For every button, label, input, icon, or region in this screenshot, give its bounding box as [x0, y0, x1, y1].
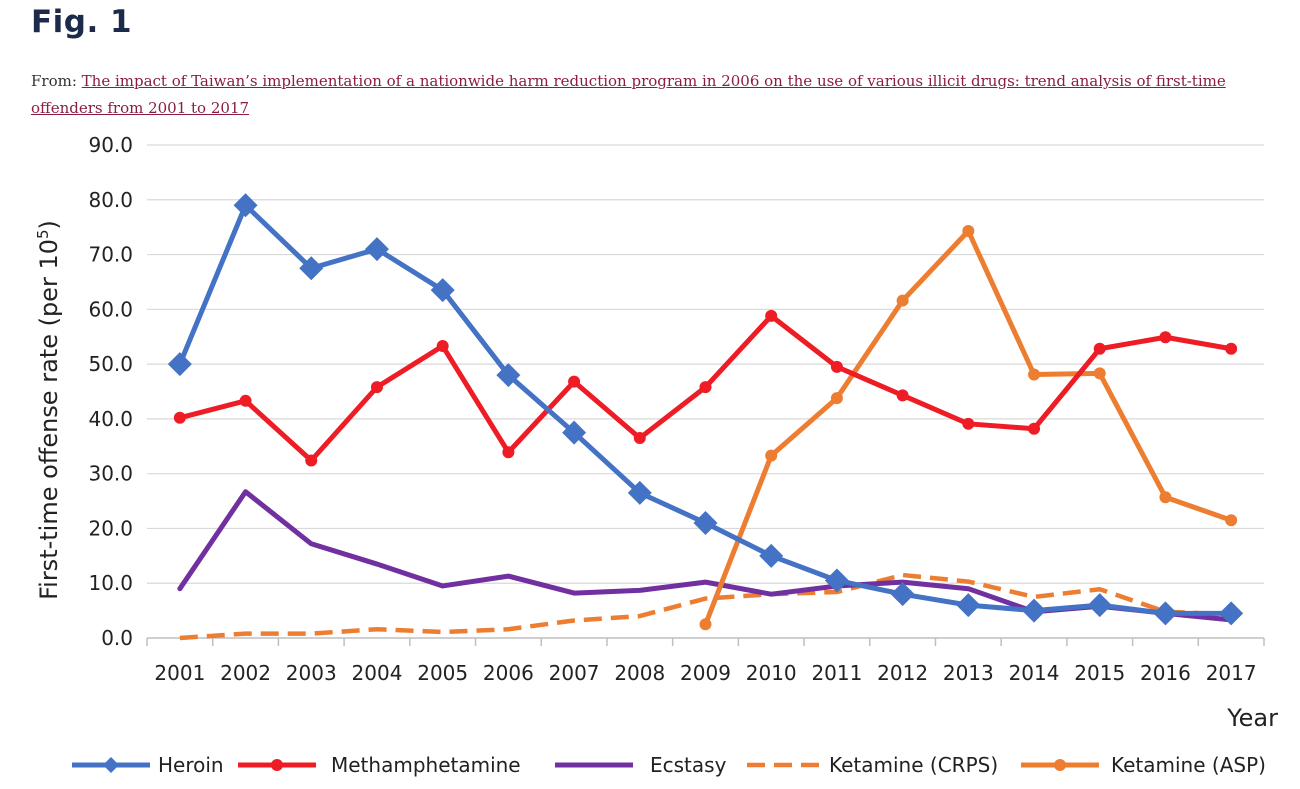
- data-point: [765, 309, 778, 322]
- data-point: [430, 278, 455, 303]
- x-tick-label: 2001: [154, 661, 205, 685]
- data-point: [1093, 342, 1106, 355]
- y-tick-label: 90.0: [88, 133, 133, 157]
- x-tick-label: 2017: [1206, 661, 1257, 685]
- data-point: [1153, 601, 1178, 626]
- x-tick-label: 2014: [1009, 661, 1060, 685]
- y-tick-label: 30.0: [88, 462, 133, 486]
- legend-marker: [1054, 759, 1066, 771]
- data-point: [765, 449, 778, 462]
- gridlines: [147, 144, 1264, 584]
- data-point: [1028, 368, 1041, 381]
- legend-item: Ketamine (CRPS): [747, 753, 998, 777]
- x-tick-label: 2011: [811, 661, 862, 685]
- data-point: [1225, 514, 1238, 527]
- figure-title: Fig. 1: [31, 4, 133, 40]
- data-point: [830, 360, 843, 373]
- legend-item: Heroin: [72, 753, 224, 777]
- data-point: [1159, 491, 1172, 504]
- data-point: [1022, 598, 1047, 623]
- y-tick-label: 10.0: [88, 571, 133, 595]
- data-point: [890, 582, 915, 607]
- legend-label: Heroin: [158, 753, 224, 777]
- y-tick-label: 20.0: [88, 516, 133, 540]
- x-tick-label: 2013: [943, 661, 994, 685]
- data-point: [699, 381, 712, 394]
- x-tick-label: 2012: [877, 661, 928, 685]
- legend-item: Ketamine (ASP): [1021, 753, 1266, 777]
- data-point: [239, 394, 252, 407]
- axes: 0.0 10.0 20.0 30.0 40.0 50.0 60.0 70.0 80.0 90.0 2…: [88, 133, 1265, 685]
- legend-marker: [271, 759, 283, 771]
- data-point: [1225, 342, 1238, 355]
- series-ketamine-asp: [699, 225, 1238, 631]
- data-point: [502, 446, 515, 459]
- legend-label: Ketamine (ASP): [1111, 753, 1266, 777]
- from-prefix: From:: [31, 72, 82, 90]
- y-tick-label: 40.0: [88, 407, 133, 431]
- legend-marker: [103, 757, 119, 773]
- x-tick-label: 2002: [220, 661, 271, 685]
- data-point: [436, 340, 449, 353]
- legend-label: Methamphetamine: [331, 753, 521, 777]
- y-tick-label: 60.0: [88, 297, 133, 321]
- data-point: [896, 389, 909, 402]
- y-tick-label: 70.0: [88, 243, 133, 267]
- data-point: [693, 510, 718, 535]
- x-axis-label: Year: [1226, 704, 1278, 732]
- data-point: [1093, 367, 1106, 380]
- data-point: [568, 375, 581, 388]
- data-point: [364, 237, 389, 262]
- data-point: [299, 256, 324, 281]
- data-point: [167, 352, 192, 377]
- x-tick-label: 2007: [549, 661, 600, 685]
- data-point: [962, 417, 975, 430]
- series-ketamine-crps: [179, 572, 1232, 641]
- article-link[interactable]: The impact of Taiwan’s implementation of…: [31, 72, 1226, 117]
- data-point: [370, 381, 383, 394]
- legend-item: Methamphetamine: [238, 753, 521, 777]
- y-tick-label: 0.0: [101, 626, 133, 650]
- data-point: [956, 593, 981, 618]
- data-point: [633, 432, 646, 445]
- x-tick-label: 2003: [286, 661, 337, 685]
- x-tick-label: 2008: [614, 661, 665, 685]
- data-point: [1028, 422, 1041, 435]
- legend-item: Ecstasy: [555, 753, 727, 777]
- x-tick-label: 2005: [417, 661, 468, 685]
- y-axis-label: First-time offense rate (per 105): [34, 220, 63, 600]
- legend-label: Ecstasy: [650, 753, 727, 777]
- series-line: [179, 572, 1232, 641]
- data-point: [830, 392, 843, 405]
- data-point: [1159, 331, 1172, 344]
- data-point: [699, 618, 712, 631]
- x-tick-label: 2015: [1074, 661, 1125, 685]
- series-heroin: [167, 193, 1244, 626]
- x-tick-label: 2009: [680, 661, 731, 685]
- data-point: [824, 568, 849, 593]
- x-tick-label: 2016: [1140, 661, 1191, 685]
- series-lines: [167, 193, 1244, 641]
- data-point: [627, 480, 652, 505]
- x-tick-label: 2004: [352, 661, 403, 685]
- data-point: [1087, 593, 1112, 618]
- data-point: [1219, 601, 1244, 626]
- data-point: [233, 193, 258, 218]
- x-tick-label: 2006: [483, 661, 534, 685]
- data-point: [562, 420, 587, 445]
- data-point: [305, 454, 318, 467]
- data-point: [962, 225, 975, 238]
- data-point: [759, 543, 784, 568]
- data-point: [173, 411, 186, 424]
- legend: Heroin Methamphetamine Ecstasy Ketamine (CR…: [72, 753, 1266, 777]
- data-point: [896, 294, 909, 307]
- series-methamphetamine: [173, 309, 1238, 467]
- y-tick-label: 80.0: [88, 188, 133, 212]
- source-line: From: The impact of Taiwan’s implementat…: [31, 68, 1281, 122]
- legend-label: Ketamine (CRPS): [829, 753, 998, 777]
- data-point: [496, 363, 521, 388]
- x-tick-label: 2010: [746, 661, 797, 685]
- y-tick-label: 50.0: [88, 352, 133, 376]
